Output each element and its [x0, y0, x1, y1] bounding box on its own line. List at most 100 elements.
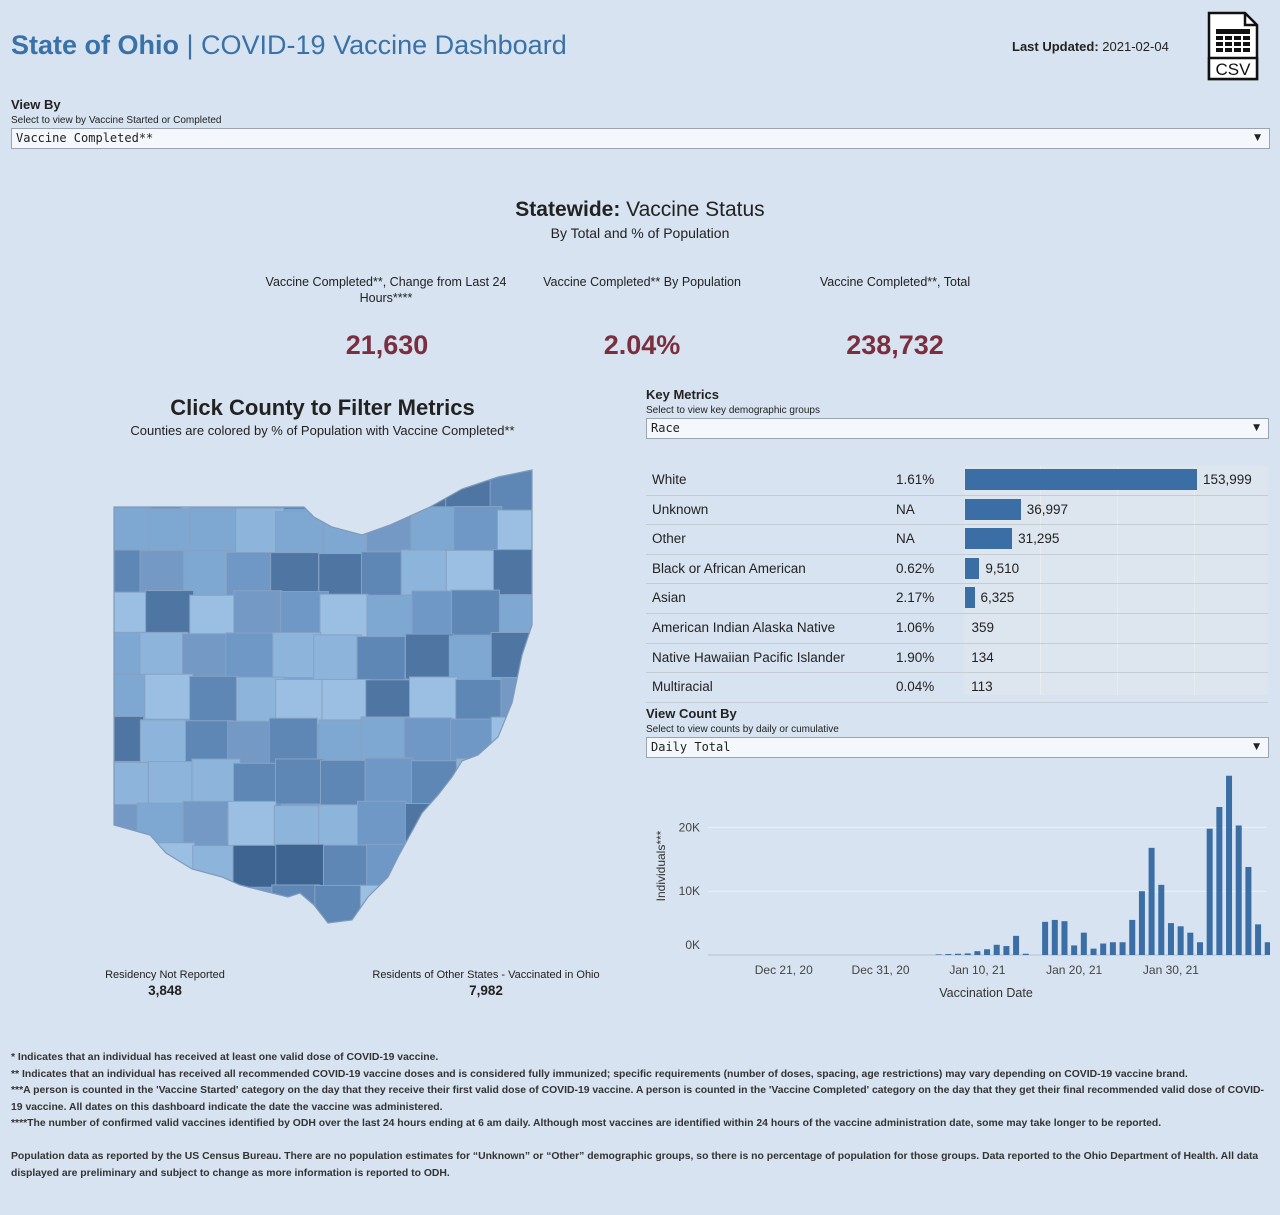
chart-bar[interactable]: [1080, 932, 1087, 955]
chart-bar[interactable]: [1071, 945, 1078, 955]
county-shape[interactable]: [403, 717, 453, 764]
county-shape[interactable]: [137, 467, 187, 513]
county-shape[interactable]: [496, 509, 540, 556]
county-shape[interactable]: [410, 760, 460, 807]
table-row[interactable]: Asian 2.17% 6,325: [646, 584, 1268, 614]
ohio-county-map[interactable]: [100, 465, 540, 930]
chart-bar[interactable]: [1119, 942, 1126, 955]
csv-download-icon[interactable]: CSV: [1207, 11, 1259, 81]
county-shape[interactable]: [404, 886, 454, 930]
county-shape[interactable]: [445, 549, 495, 596]
county-shape[interactable]: [145, 590, 195, 637]
county-shape[interactable]: [313, 468, 363, 514]
county-shape[interactable]: [313, 634, 363, 681]
view-count-select[interactable]: Daily Total ▼: [646, 737, 1269, 758]
county-shape[interactable]: [444, 886, 494, 930]
county-shape[interactable]: [275, 678, 325, 725]
county-shape[interactable]: [490, 716, 539, 763]
county-shape[interactable]: [271, 884, 321, 930]
county-shape[interactable]: [146, 842, 196, 889]
county-shape[interactable]: [455, 847, 505, 894]
county-shape[interactable]: [410, 506, 460, 553]
county-shape[interactable]: [356, 636, 406, 683]
chart-bar[interactable]: [1003, 946, 1010, 955]
county-shape[interactable]: [400, 549, 450, 596]
county-shape[interactable]: [366, 843, 416, 890]
county-shape[interactable]: [181, 633, 231, 680]
county-shape[interactable]: [366, 594, 416, 641]
county-shape[interactable]: [455, 758, 505, 805]
county-shape[interactable]: [100, 673, 148, 720]
chart-bar[interactable]: [1042, 921, 1049, 955]
county-shape[interactable]: [100, 467, 145, 513]
county-shape[interactable]: [320, 759, 370, 806]
county-shape[interactable]: [225, 551, 275, 598]
table-row[interactable]: White 1.61% 153,999: [646, 466, 1268, 496]
county-shape[interactable]: [233, 762, 283, 809]
chart-bar[interactable]: [974, 951, 981, 955]
county-shape[interactable]: [139, 550, 189, 597]
county-shape[interactable]: [275, 843, 325, 890]
county-shape[interactable]: [227, 800, 277, 847]
chart-bar[interactable]: [1255, 924, 1262, 955]
county-shape[interactable]: [100, 715, 145, 762]
county-shape[interactable]: [139, 631, 189, 678]
county-shape[interactable]: [450, 589, 500, 636]
chart-bar[interactable]: [1022, 953, 1029, 955]
chart-bar[interactable]: [1100, 943, 1107, 955]
chart-bar[interactable]: [1061, 921, 1068, 955]
county-shape[interactable]: [445, 467, 495, 513]
county-shape[interactable]: [360, 716, 410, 763]
chart-bar[interactable]: [1245, 866, 1252, 955]
county-shape[interactable]: [275, 758, 325, 805]
county-shape[interactable]: [191, 758, 241, 805]
county-shape[interactable]: [364, 757, 414, 804]
county-shape[interactable]: [404, 633, 454, 680]
chart-bar[interactable]: [1187, 932, 1194, 955]
chart-bar[interactable]: [1216, 807, 1223, 955]
chart-bar[interactable]: [993, 944, 1000, 955]
chart-bar[interactable]: [1235, 825, 1242, 956]
chart-bar[interactable]: [1051, 919, 1058, 955]
chart-bar[interactable]: [1090, 948, 1097, 955]
county-shape[interactable]: [488, 887, 537, 930]
county-shape[interactable]: [322, 844, 372, 891]
county-shape[interactable]: [139, 719, 189, 766]
key-metrics-select[interactable]: Race ▼: [646, 418, 1269, 439]
county-shape[interactable]: [490, 631, 539, 678]
chart-bar[interactable]: [955, 953, 961, 955]
county-shape[interactable]: [189, 507, 239, 554]
county-shape[interactable]: [492, 549, 540, 596]
county-shape[interactable]: [225, 632, 275, 679]
county-shape[interactable]: [100, 591, 148, 638]
county-shape[interactable]: [226, 466, 276, 512]
chart-bar[interactable]: [1206, 828, 1213, 955]
county-shape[interactable]: [408, 676, 458, 723]
chart-bar[interactable]: [984, 949, 991, 955]
county-shape[interactable]: [268, 717, 318, 764]
chart-bar[interactable]: [1226, 775, 1233, 955]
county-shape[interactable]: [319, 593, 369, 640]
chart-bar[interactable]: [964, 953, 971, 955]
table-row[interactable]: Multiracial 0.04% 113: [646, 673, 1268, 703]
county-shape[interactable]: [446, 801, 496, 848]
county-shape[interactable]: [183, 550, 233, 597]
county-shape[interactable]: [104, 845, 153, 892]
chart-bar[interactable]: [1138, 891, 1145, 955]
county-shape[interactable]: [148, 508, 198, 555]
county-shape[interactable]: [489, 805, 538, 852]
county-shape[interactable]: [359, 467, 409, 513]
county-shape[interactable]: [137, 883, 187, 929]
table-row[interactable]: Other NA 31,295: [646, 525, 1268, 555]
table-row[interactable]: Native Hawaiian Pacific Islander 1.90% 134: [646, 644, 1268, 674]
county-shape[interactable]: [144, 673, 194, 720]
county-shape[interactable]: [495, 759, 540, 806]
chart-bar[interactable]: [945, 954, 952, 955]
view-by-select[interactable]: Vaccine Completed** ▼: [11, 128, 1270, 149]
chart-bar[interactable]: [1148, 847, 1155, 955]
chart-bar[interactable]: [1167, 923, 1174, 955]
county-shape[interactable]: [314, 884, 364, 930]
county-shape[interactable]: [273, 805, 323, 852]
chart-bar[interactable]: [1109, 942, 1116, 955]
chart-bar[interactable]: [1013, 935, 1020, 955]
